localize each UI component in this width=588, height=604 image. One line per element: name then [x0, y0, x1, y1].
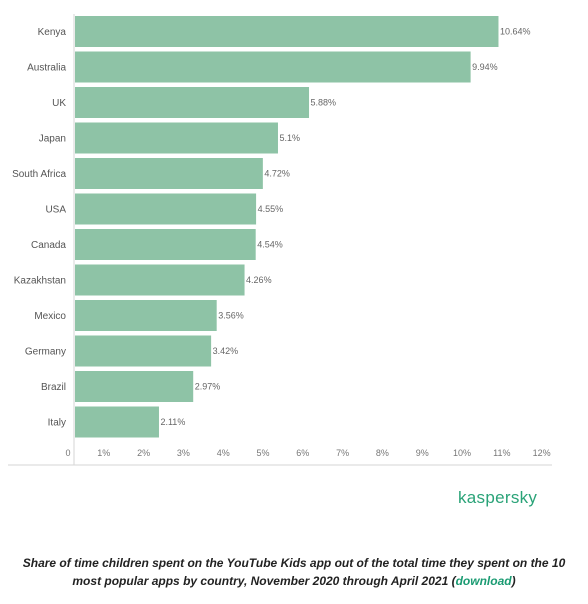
- value-label: 2.11%: [160, 417, 185, 427]
- value-label: 9.94%: [472, 62, 498, 72]
- category-label: Germany: [25, 347, 66, 358]
- value-label: 2.97%: [195, 382, 221, 392]
- bar-mexico: [75, 300, 217, 331]
- x-axis: 0 1% 2% 3% 4% 5% 6% 7% 8% 9% 10% 11% 12%: [8, 14, 552, 466]
- bar-south-africa: [75, 158, 263, 189]
- value-label: 4.26%: [246, 275, 272, 285]
- value-label: 4.54%: [257, 240, 283, 250]
- value-label: 4.72%: [264, 169, 290, 179]
- bar-usa: [75, 193, 257, 225]
- bar-brazil: [75, 371, 194, 402]
- x-tick-label: 7%: [336, 448, 349, 458]
- bar-kenya: [75, 16, 499, 47]
- kaspersky-logo: kaspersky: [458, 488, 538, 507]
- bar-canada: [75, 229, 256, 260]
- chart-caption: Share of time children spent on the YouT…: [10, 554, 578, 590]
- category-label: Kazakhstan: [14, 276, 66, 287]
- category-label: Kenya: [38, 27, 67, 38]
- x-tick-label: 10%: [453, 448, 471, 458]
- value-label: 10.64%: [500, 27, 531, 37]
- category-label: UK: [52, 98, 66, 109]
- x-tick-label: 1%: [97, 448, 110, 458]
- category-label: Australia: [27, 63, 66, 74]
- category-label: Japan: [39, 134, 66, 145]
- bar-chart: Kenya 10.64% Australia 9.94% UK 5.88% Japan 5.1…: [8, 14, 552, 466]
- x-tick-label: 11%: [493, 448, 510, 458]
- bar-uk: [75, 87, 310, 118]
- category-label: Mexico: [34, 311, 66, 322]
- x-tick-label: 12%: [533, 448, 551, 458]
- caption-suffix: ): [511, 574, 516, 588]
- value-label: 3.56%: [218, 311, 244, 321]
- x-tick-label: 6%: [296, 448, 309, 458]
- value-label: 5.1%: [279, 133, 300, 143]
- x-tick-label: 8%: [376, 448, 389, 458]
- x-tick-label: 4%: [217, 448, 230, 458]
- x-tick-label: 3%: [177, 448, 190, 458]
- value-label: 3.42%: [213, 346, 239, 356]
- category-label: Brazil: [41, 382, 66, 393]
- x-tick-label: 5%: [256, 448, 269, 458]
- value-label: 5.88%: [311, 98, 337, 108]
- category-label: Italy: [48, 418, 66, 429]
- download-link[interactable]: download: [455, 574, 512, 588]
- bar-japan: [75, 122, 278, 154]
- bar-germany: [75, 335, 212, 367]
- category-label: USA: [45, 205, 66, 216]
- category-label: South Africa: [12, 169, 66, 180]
- x-tick-label: 2%: [137, 448, 150, 458]
- x-tick-label: 9%: [416, 448, 429, 458]
- bar-kazakhstan: [75, 264, 245, 296]
- category-label: Canada: [31, 240, 66, 251]
- bar-australia: [75, 51, 471, 83]
- x-tick-label: 0: [65, 448, 70, 458]
- bars: Kenya 10.64% Australia 9.94% UK 5.88% Japan 5.1…: [12, 16, 531, 438]
- bar-italy: [75, 406, 159, 438]
- caption-text: Share of time children spent on the YouT…: [22, 556, 566, 588]
- value-label: 4.55%: [258, 204, 284, 214]
